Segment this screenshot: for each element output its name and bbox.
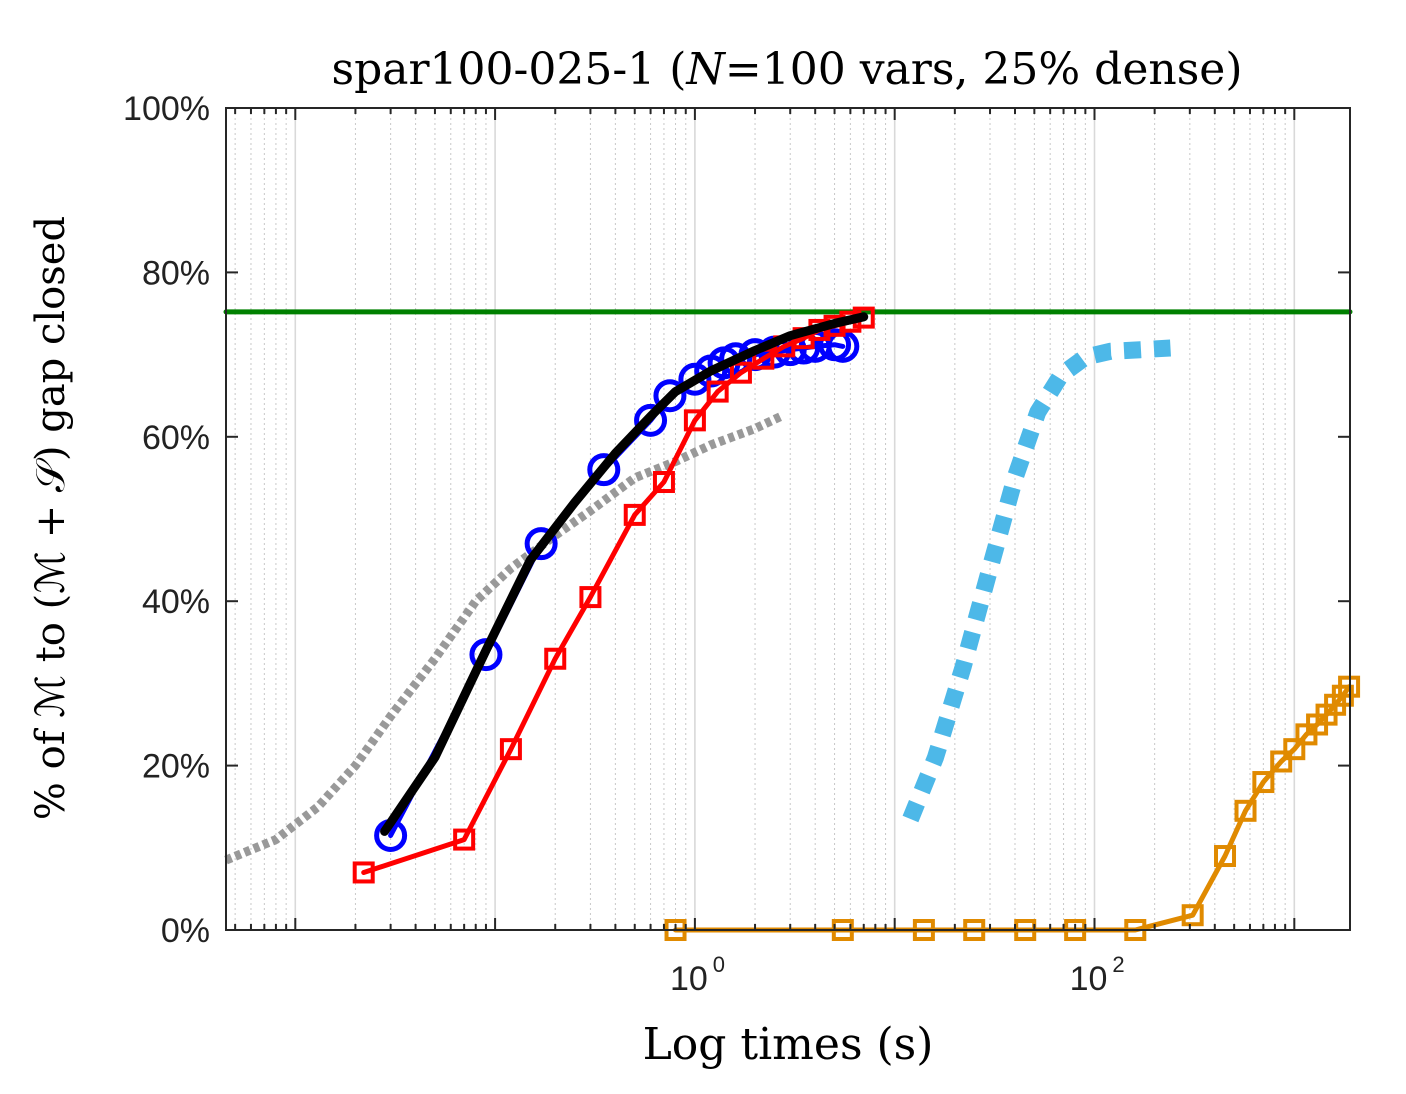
series-4-marker-9 [706,380,729,403]
plot-background [226,108,1350,930]
series-3-marker-10 [719,342,753,376]
x-grid [234,108,1296,930]
series-7-marker-10 [1234,799,1257,822]
title-part-1: spar100-025-1 ( [332,44,687,95]
y-tick-label: 20% [142,748,210,786]
chart-title: spar100-025-1 (N=100 vars, 25% dense) [332,44,1243,95]
series-3-marker-7 [678,362,712,396]
series-3-marker-5 [634,403,668,437]
series-4-marker-5 [579,586,602,609]
series-4-marker-8 [683,409,706,432]
series-4-marker-6 [623,503,646,526]
y-tick-label: 80% [142,254,210,292]
y-tick-label: 0% [161,912,210,950]
title-part-n: N [685,44,726,95]
plot-area [223,107,1361,941]
x-tick-label-exponent: 2 [1112,952,1124,977]
series-7-marker-13 [1283,738,1306,761]
series-line-2 [224,412,784,865]
axis-ticks [226,107,1350,931]
series-4-marker-2 [453,828,476,851]
series-7-marker-12 [1270,750,1293,773]
series-4-marker-3 [499,738,522,761]
series-7-marker-11 [1252,771,1275,794]
series-3-marker-3 [524,527,558,561]
x-tick-label-exponent: 0 [713,952,725,977]
x-tick-labels: 10 0 10 2 [670,952,1125,998]
x-axis-label: Log times (s) [643,1019,934,1070]
y-tick-label: 40% [142,583,210,621]
y-tick-label: 60% [142,419,210,457]
y-axis-label: % of ℳ to (ℳ + 𝒮) gap closed [28,216,74,820]
series-group [223,306,1361,941]
series-line-6 [902,339,1171,823]
series-4-marker-7 [652,471,675,494]
series-7-marker-8 [1181,904,1204,927]
series-3-marker-4 [587,453,621,487]
series-line-5 [380,312,869,836]
series-3-marker-6 [653,379,687,413]
series-4-marker-10 [729,361,752,384]
series-7-marker-9 [1214,845,1237,868]
title-part-2: =100 vars, 25% dense) [725,44,1243,95]
y-tick-label: 100% [123,90,210,128]
x-tick-label-base: 10 [1070,960,1108,998]
series-4-marker-4 [544,647,567,670]
plot-frame [225,107,1351,931]
series-4-marker-1 [352,861,375,884]
y-tick-labels: 0% 20% 40% 60% 80% 100% [123,90,210,950]
x-tick-label-base: 10 [670,960,708,998]
